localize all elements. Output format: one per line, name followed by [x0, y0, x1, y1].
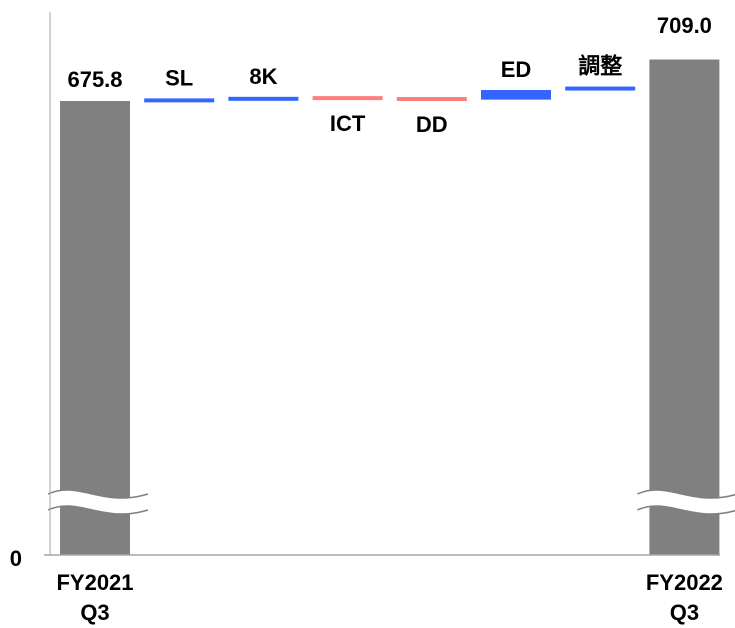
- start-category-label-line2: Q3: [80, 600, 109, 625]
- axis-break-line-lower-2: [637, 505, 735, 515]
- step-labels-layer: SL 8K ICT DD ED 調整: [165, 54, 622, 137]
- bar-step-4: [396, 97, 467, 101]
- axis-break-gap-2: [637, 490, 735, 514]
- end-category-label-line2: Q3: [670, 600, 699, 625]
- step-label-6: 調整: [578, 54, 622, 79]
- y-tick-label-zero: 0: [10, 546, 22, 571]
- axis-break-line-upper-1: [47, 489, 149, 499]
- end-value-label: 709.0: [657, 13, 712, 38]
- bar-end-total: [649, 59, 720, 555]
- bar-start-total: [60, 101, 130, 555]
- step-label-2: 8K: [249, 64, 277, 89]
- axis-break-marks: [47, 489, 735, 515]
- bar-step-2: [228, 96, 299, 101]
- axis-break-gap-1: [48, 489, 148, 515]
- bars-layer: [60, 59, 720, 555]
- bar-step-6: [565, 86, 636, 91]
- bar-step-5: [481, 90, 551, 100]
- bar-step-3: [312, 96, 383, 101]
- step-label-3: ICT: [330, 111, 366, 136]
- start-value-label: 675.8: [67, 67, 122, 92]
- start-category-label-line1: FY2021: [56, 570, 133, 595]
- step-label-1: SL: [165, 65, 193, 90]
- axis-break-line-upper-2: [637, 489, 735, 499]
- step-label-4: DD: [416, 112, 448, 137]
- step-label-5: ED: [501, 57, 532, 82]
- bar-step-1: [144, 98, 215, 103]
- end-category-label-line1: FY2022: [646, 570, 723, 595]
- axis-break-line-lower-1: [47, 505, 149, 515]
